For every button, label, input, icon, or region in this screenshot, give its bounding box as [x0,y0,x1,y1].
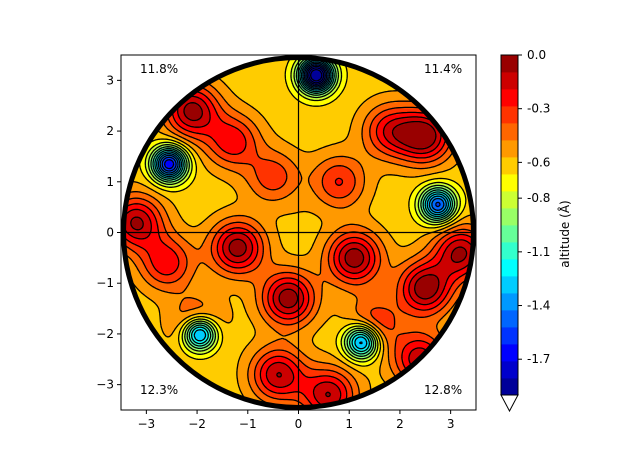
y-tick-label: 1 [106,175,114,189]
quadrant-label-top-left: 11.8% [140,62,178,76]
colorbar-tick-label: -1.4 [527,299,550,313]
colorbar-tick-label: -1.1 [527,245,550,259]
colorbar-tick-label: -0.6 [527,155,550,169]
x-tick-label: 2 [396,417,404,431]
colorbar-segment [501,225,518,243]
colorbar-segment [501,242,518,260]
contour-line [161,64,441,208]
contour-line [144,57,461,363]
colorbar-segment [501,310,518,328]
contour-line [309,68,323,82]
colorbar-segment [501,276,518,294]
colorbar-segment [501,106,518,124]
contour-line [150,57,456,357]
colorbar-segment [501,361,518,379]
quadrant-label-bottom-left: 12.3% [140,383,178,397]
contour-line [308,67,325,84]
x-tick-label: −2 [188,417,206,431]
x-axis: −3 −2 −1 0 1 2 3 [138,410,455,431]
x-tick-label: −3 [138,417,156,431]
y-axis: −3 −2 −1 0 1 2 3 [96,73,121,392]
contour-line [156,59,450,350]
quadrant-label-top-right: 11.4% [424,62,462,76]
colorbar-segment [501,293,518,311]
contour-line [147,57,458,360]
colorbar-segment [501,378,518,396]
colorbar-segment [501,191,518,209]
contour-line [163,65,326,170]
x-tick-label: 1 [345,417,353,431]
colorbar-segment [501,344,518,362]
colorbar-frame [500,54,519,396]
colorbar-segment [501,327,518,345]
colorbar-tick-label: -0.8 [527,191,550,205]
colorbar-label: altitude (Å) [557,200,572,267]
x-tick-label: 3 [447,417,455,431]
colorbar-segment [501,140,518,158]
y-tick-label: −1 [96,276,114,290]
colorbar-segment [501,123,518,141]
contour-line [157,61,447,345]
y-tick-label: 0 [106,226,114,240]
colorbar-segment [501,208,518,226]
colorbar-segment [501,174,518,192]
y-tick-label: −3 [96,378,114,392]
colorbar-extension [500,394,519,413]
colorbar-segment [501,55,518,73]
colorbar-tick-label: 0.0 [527,48,546,62]
colorbar-tick-label: -0.3 [527,102,550,116]
y-tick-label: −2 [96,327,114,341]
colorbar-segment [501,157,518,175]
colorbar: 0.0 -0.3 -0.6 -0.8 -1.1 -1.4 -1.7 [500,48,550,413]
quadrant-label-bottom-right: 12.8% [424,383,462,397]
colorbar-segment [501,259,518,277]
y-tick-label: 3 [106,73,114,87]
colorbar-segment [501,89,518,107]
contour-line [130,102,468,398]
contour-line [154,58,452,353]
x-tick-label: −1 [239,417,257,431]
y-tick-label: 2 [106,124,114,138]
colorbar-segment [501,72,518,90]
plot-area [121,55,476,410]
colorbar-tick-label: -1.7 [527,352,550,366]
x-tick-label: 0 [295,417,303,431]
contour-line [159,62,445,211]
